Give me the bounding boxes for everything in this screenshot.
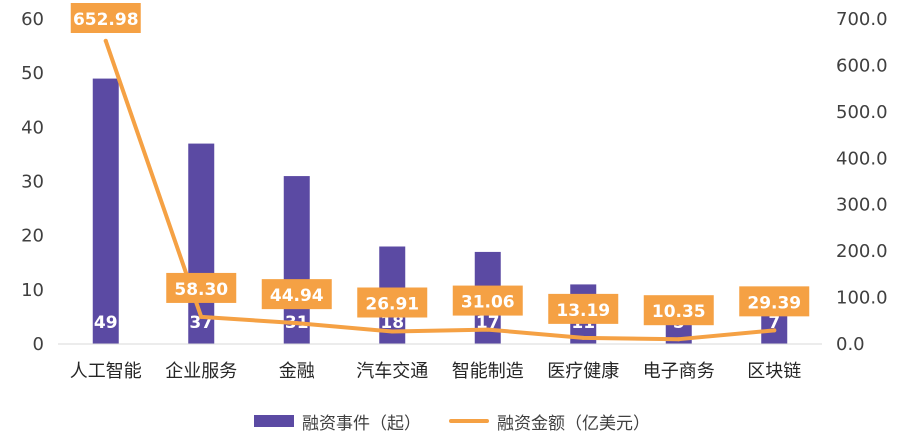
line-point — [103, 38, 108, 43]
bar — [188, 143, 215, 344]
left-tick-label: 10 — [21, 280, 44, 301]
line-path — [103, 38, 777, 342]
line-data-label: 29.39 — [747, 293, 801, 313]
bar — [92, 78, 119, 344]
right-tick-label: 400.0 — [836, 148, 888, 169]
right-tick-label: 500.0 — [836, 102, 888, 123]
legend-label-bar: 融资事件（起） — [302, 413, 421, 434]
right-tick-label: 300.0 — [836, 195, 888, 216]
bar — [283, 176, 310, 344]
line-point — [581, 335, 586, 340]
category-label: 电子商务 — [643, 361, 715, 382]
left-tick-label: 40 — [21, 117, 44, 138]
left-tick-label: 20 — [21, 226, 44, 247]
right-tick-label: 700.0 — [836, 9, 888, 30]
category-label: 汽车交通 — [356, 361, 428, 382]
line-point — [485, 327, 490, 332]
line-data-label: 31.06 — [461, 293, 515, 313]
legend-swatch-bar — [254, 415, 294, 427]
line-label-box — [70, 3, 141, 33]
bar-data-label: 18 — [380, 313, 404, 333]
left-tick-label: 30 — [21, 172, 44, 193]
line-data-label: 10.35 — [652, 302, 706, 322]
category-label: 区块链 — [747, 361, 801, 382]
line-label-box — [452, 285, 523, 316]
bar-data-label: 49 — [94, 313, 118, 333]
line-data-label: 26.91 — [365, 295, 419, 315]
line-label-box — [261, 279, 332, 310]
line-label-box — [548, 293, 619, 324]
category-label: 医疗健康 — [547, 361, 619, 382]
line-point — [294, 321, 299, 326]
line-series — [103, 38, 777, 342]
line-point — [676, 337, 681, 342]
line-label-box — [643, 295, 714, 326]
right-axis: 0.0 100.0 200.0 300.0 400.0 500.0 600.0 700.0 — [836, 9, 888, 355]
right-tick-label: 100.0 — [836, 288, 888, 309]
legend-label-line: 融资金额（亿美元） — [497, 413, 650, 434]
bar-data-label: 7 — [768, 313, 780, 333]
category-label: 人工智能 — [70, 361, 142, 382]
line-point — [772, 328, 777, 333]
line-label-box — [166, 272, 237, 303]
category-label: 金融 — [279, 361, 315, 382]
legend: 融资事件（起） 融资金额（亿美元） — [0, 406, 904, 436]
line-labels: 652.98 58.30 44.94 26.91 31.06 13.19 10.35 29.3… — [70, 3, 810, 326]
left-tick-label: 0 — [33, 334, 44, 355]
category-label: 企业服务 — [165, 361, 237, 382]
line-point — [199, 314, 204, 319]
category-label: 智能制造 — [452, 361, 524, 382]
line-label-box — [739, 286, 810, 317]
line-data-label: 58.30 — [174, 280, 228, 300]
right-tick-label: 600.0 — [836, 55, 888, 76]
left-tick-label: 60 — [21, 9, 44, 30]
line-data-label: 652.98 — [73, 10, 139, 30]
line-data-label: 44.94 — [270, 286, 324, 306]
line-point — [390, 329, 395, 334]
left-tick-label: 50 — [21, 63, 44, 84]
combo-chart: 0 10 20 30 40 50 60 0.0 100.0 200.0 300.0 400.0 500… — [21, 3, 888, 382]
legend-swatch-line — [449, 419, 489, 423]
left-axis: 0 10 20 30 40 50 60 — [21, 9, 44, 355]
category-axis: 人工智能 企业服务 金融 汽车交通 智能制造 医疗健康 电子商务 区块链 — [58, 343, 822, 382]
right-tick-label: 200.0 — [836, 241, 888, 262]
right-tick-label: 0.0 — [836, 334, 865, 355]
legend-item-bar: 融资事件（起） — [254, 409, 421, 434]
legend-item-line: 融资金额（亿美元） — [449, 409, 650, 434]
line-data-label: 13.19 — [556, 301, 610, 321]
line-label-box — [357, 287, 428, 318]
